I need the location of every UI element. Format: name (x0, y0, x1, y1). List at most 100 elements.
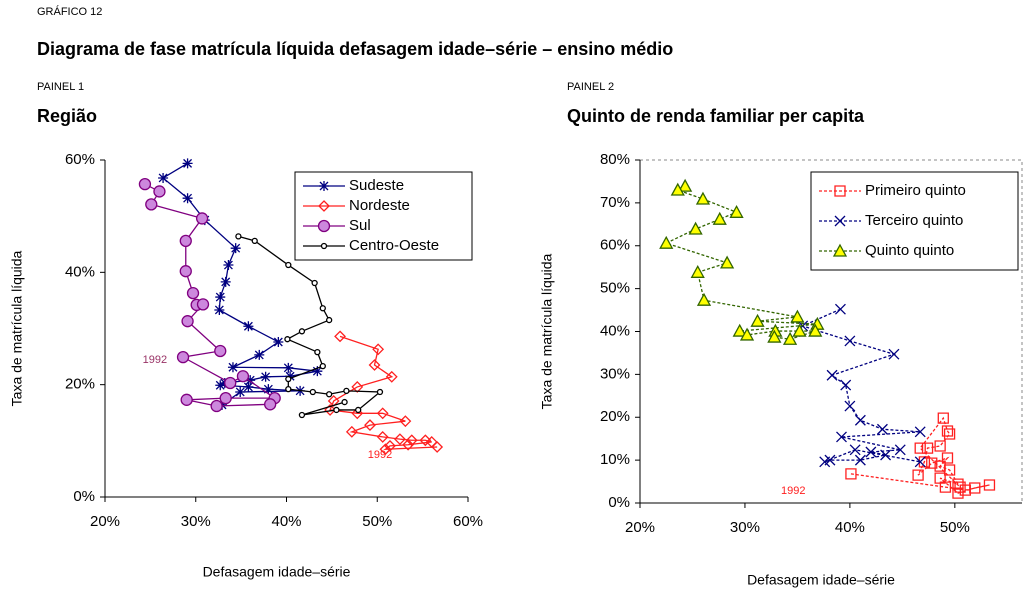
marker (934, 472, 946, 484)
y-tick-label: 40% (600, 322, 630, 339)
y-tick-label: 20% (600, 408, 630, 425)
marker (195, 212, 209, 225)
legend-label: Quinto quinto (865, 242, 954, 259)
marker (888, 348, 900, 360)
legend-label: Primeiro quinto (865, 182, 966, 199)
marker (431, 441, 444, 453)
marker (690, 264, 705, 278)
marker (921, 442, 934, 454)
marker (298, 411, 306, 419)
marker (782, 331, 798, 345)
marker (210, 399, 223, 413)
marker (939, 481, 952, 493)
marker (311, 279, 318, 287)
marker (729, 204, 744, 218)
marker (792, 323, 807, 337)
x-tick-label: 50% (940, 519, 970, 536)
marker (368, 359, 381, 371)
marker (285, 261, 292, 269)
marker (333, 406, 340, 414)
marker (196, 298, 210, 311)
marker (732, 323, 747, 337)
marker (844, 400, 856, 412)
marker (914, 456, 926, 468)
y-tick-label: 80% (600, 151, 630, 168)
x-tick-label: 40% (271, 513, 301, 530)
marker (180, 393, 193, 406)
marker (402, 438, 415, 451)
marker (659, 235, 674, 249)
legend-label: Sul (349, 217, 371, 234)
marker (260, 371, 271, 382)
series-line (664, 185, 818, 340)
y-tick-label: 70% (600, 194, 630, 211)
series-line (850, 416, 990, 494)
marker (934, 440, 946, 452)
marker (954, 481, 966, 493)
marker (326, 316, 333, 324)
panel-label: PAINEL 2 (567, 81, 614, 93)
marker (678, 178, 693, 192)
series-line (329, 335, 438, 450)
marker (273, 336, 284, 347)
legend-marker (834, 215, 846, 227)
marker (695, 191, 711, 205)
marker (983, 479, 996, 491)
marker (243, 381, 254, 392)
marker (243, 321, 254, 332)
marker (394, 433, 406, 446)
marker (969, 482, 981, 494)
marker (876, 423, 888, 435)
marker (376, 388, 384, 396)
marker (176, 350, 190, 364)
marker (145, 198, 158, 211)
series-line (144, 183, 277, 407)
marker (158, 172, 169, 183)
marker (220, 276, 231, 287)
legend-marker (319, 181, 329, 191)
panel-title: Região (37, 106, 97, 126)
marker (376, 430, 389, 443)
legend-marker (318, 200, 330, 212)
x-tick-label: 40% (835, 519, 865, 536)
x-tick-label: 20% (90, 513, 120, 530)
marker (865, 446, 877, 458)
marker (181, 315, 194, 328)
series-line (238, 235, 382, 416)
legend-marker (834, 185, 846, 197)
marker (285, 371, 296, 382)
legend-label: Nordeste (349, 197, 410, 214)
marker (844, 335, 856, 347)
marker (912, 469, 924, 481)
annotation: 1992 (143, 354, 167, 366)
marker (230, 243, 241, 254)
marker (419, 434, 432, 447)
marker (355, 406, 362, 414)
legend-marker (317, 219, 331, 233)
legend-marker (832, 243, 848, 257)
y-tick-label: 60% (600, 237, 630, 254)
marker (937, 412, 949, 424)
marker (849, 444, 861, 456)
marker (179, 234, 192, 248)
series-line (800, 308, 921, 463)
annotation: 1992 (368, 449, 392, 461)
marker (834, 303, 846, 315)
marker (894, 444, 906, 456)
marker (696, 292, 712, 306)
x-tick-label: 50% (362, 513, 392, 530)
y-axis-label: Taxa de matrícula líquida (9, 250, 25, 406)
x-tick-label: 60% (453, 513, 483, 530)
marker (236, 370, 250, 383)
x-tick-label: 30% (730, 519, 760, 536)
x-axis-label: Defasagem idade–série (203, 564, 351, 580)
marker (767, 329, 782, 343)
marker (952, 478, 964, 490)
marker (219, 391, 232, 405)
marker (215, 292, 226, 303)
marker (285, 375, 292, 383)
legend-label: Sudeste (349, 177, 404, 194)
marker (826, 369, 838, 381)
marker (235, 386, 246, 397)
marker (319, 305, 326, 312)
